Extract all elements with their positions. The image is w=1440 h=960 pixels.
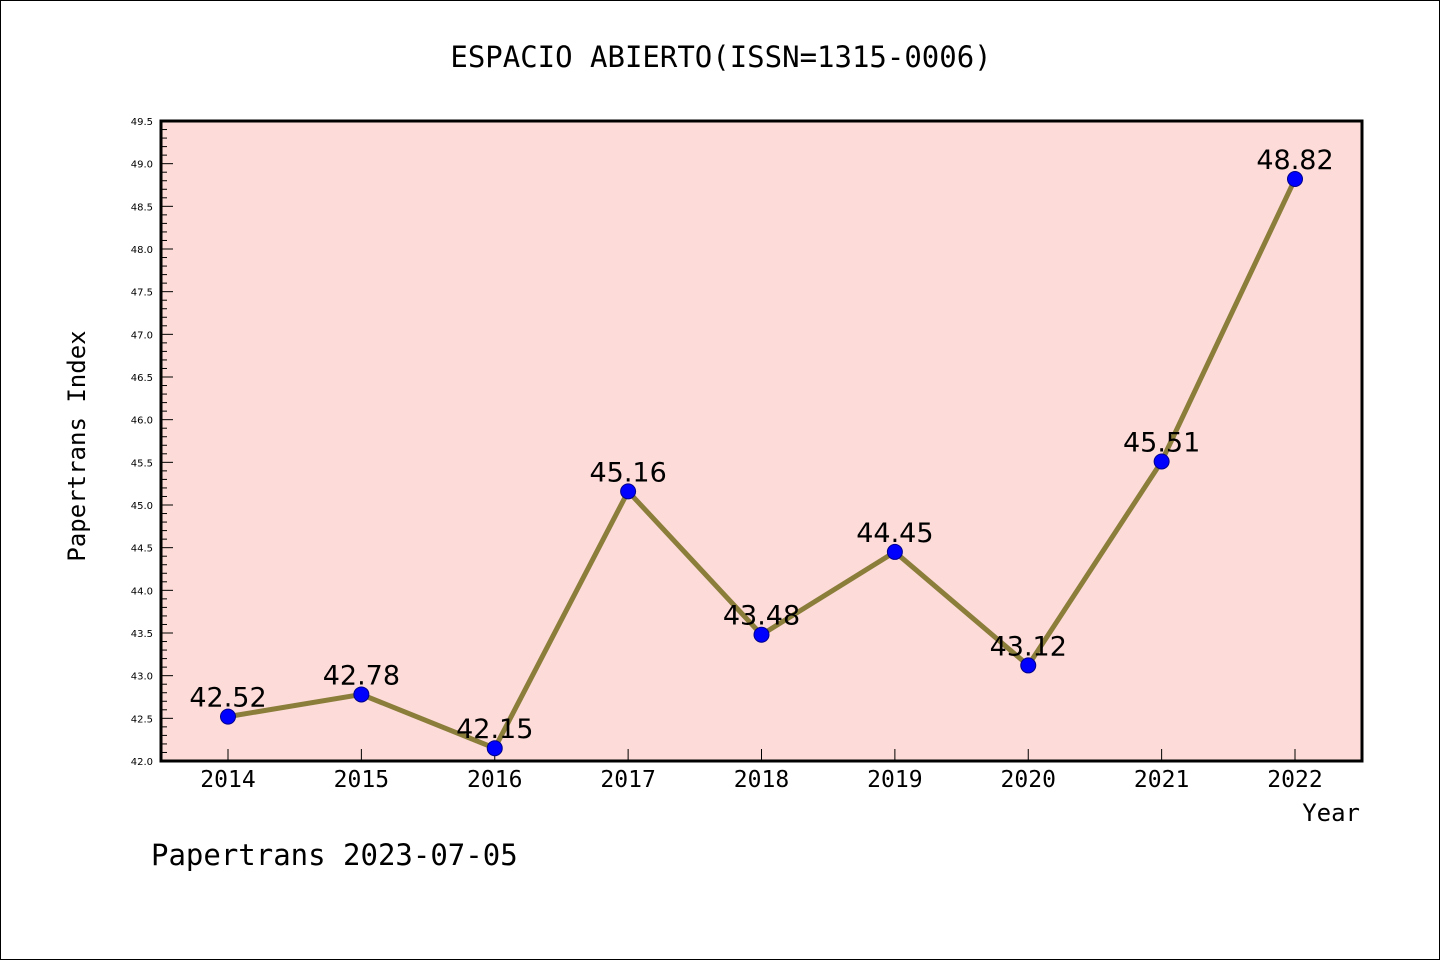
data-label: 48.82 — [1256, 145, 1333, 176]
x-tick-label: 2015 — [334, 767, 389, 793]
x-tick-label: 2021 — [1134, 767, 1189, 793]
data-label: 45.51 — [1123, 427, 1200, 458]
y-axis-ticks: 42.0 42.5 43.0 43.5 44.0 44.5 45.0 45.5 46.0 46.5… — [131, 117, 173, 768]
chart-title: ESPACIO ABIERTO(ISSN=1315-0006) — [450, 40, 991, 74]
data-label: 43.12 — [990, 631, 1067, 662]
data-label: 42.78 — [323, 660, 400, 691]
data-marker — [220, 708, 236, 725]
y-tick-label: 47.5 — [131, 288, 153, 299]
plot-background — [161, 121, 1362, 761]
data-label: 45.16 — [589, 457, 666, 488]
x-axis-label: Year — [1302, 799, 1360, 827]
y-tick-label: 42.0 — [131, 757, 153, 768]
y-tick-label: 48.0 — [131, 245, 153, 256]
x-tick-label: 2022 — [1267, 767, 1322, 793]
data-marker — [486, 740, 503, 757]
y-tick-label: 43.5 — [131, 629, 153, 640]
data-markers — [220, 171, 1303, 757]
data-marker — [886, 543, 903, 560]
data-marker — [1153, 453, 1170, 470]
data-label: 42.15 — [456, 714, 533, 745]
data-marker — [1020, 657, 1037, 674]
y-tick-label: 46.0 — [131, 416, 153, 427]
data-marker — [353, 686, 370, 703]
data-labels: 42.52 42.78 42.15 45.16 43.48 44.45 43.12 45.51… — [189, 145, 1333, 745]
data-marker — [1287, 171, 1303, 188]
x-tick-label: 2014 — [200, 767, 255, 793]
y-tick-label: 45.0 — [131, 501, 153, 512]
y-tick-label: 49.5 — [131, 117, 153, 128]
x-tick-label: 2017 — [600, 767, 655, 793]
x-tick-label: 2016 — [467, 767, 522, 793]
y-axis-label: Papertrans Index — [63, 330, 91, 561]
y-tick-label: 42.5 — [131, 714, 153, 725]
data-label: 44.45 — [856, 518, 933, 549]
y-tick-label: 45.5 — [131, 458, 153, 469]
x-tick-label: 2019 — [867, 767, 922, 793]
data-label: 42.52 — [189, 683, 266, 714]
y-tick-label: 43.0 — [131, 672, 153, 683]
data-label: 43.48 — [723, 601, 800, 632]
x-tick-label: 2018 — [734, 767, 789, 793]
y-tick-label: 47.0 — [131, 330, 153, 341]
y-tick-label: 46.5 — [131, 373, 153, 384]
y-tick-label: 48.5 — [131, 202, 153, 213]
y-tick-label: 49.0 — [131, 160, 153, 171]
y-tick-label: 44.5 — [131, 544, 153, 555]
y-tick-label: 44.0 — [131, 586, 153, 597]
x-axis-ticks: 2014 2015 2016 2017 2018 2019 2020 2021 2022 — [200, 749, 1323, 793]
data-marker — [753, 626, 770, 643]
plot-frame — [159, 119, 1364, 763]
data-marker — [620, 483, 637, 500]
x-tick-label: 2020 — [1001, 767, 1056, 793]
footer-text: Papertrans 2023-07-05 — [151, 838, 518, 872]
